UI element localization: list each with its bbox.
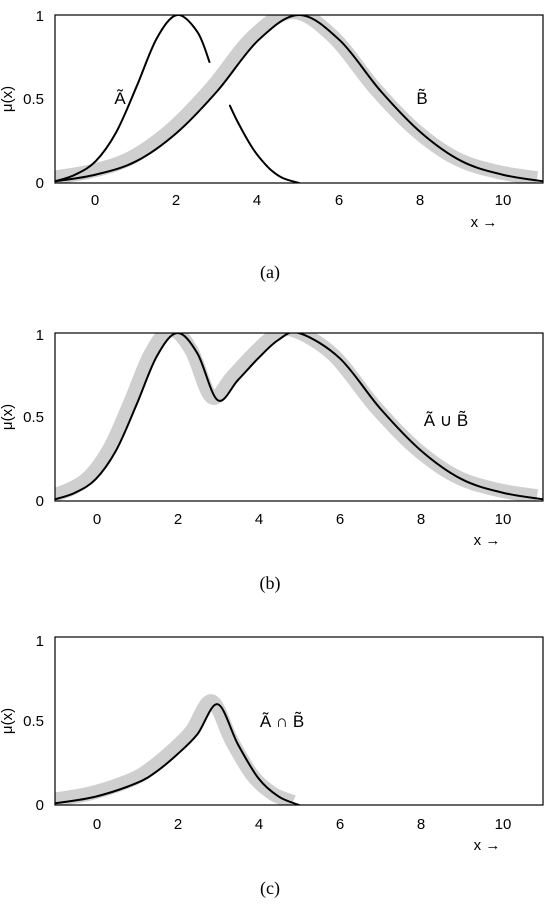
panel-a-xtick-10: 10 <box>495 192 512 209</box>
panel-c-xtick-10: 10 <box>495 816 512 833</box>
panel-b-ytick-1: 1 <box>36 327 44 344</box>
panel-b-caption: (b) <box>260 573 281 594</box>
panel-c-xtick-6: 6 <box>336 816 344 833</box>
panel-b-series-0-line <box>55 333 543 501</box>
panel-c-xtick-2: 2 <box>174 816 182 833</box>
panel-c-caption: (c) <box>260 878 280 899</box>
panel-b-xtick-8: 8 <box>417 511 425 528</box>
panel-b-shading <box>55 333 539 501</box>
panel-a-ytick-1: 1 <box>36 8 44 25</box>
panel-a-caption: (a) <box>260 262 280 283</box>
panel-a-ytick-05: 0.5 <box>23 91 44 108</box>
panel-a-series-0-line <box>55 15 211 183</box>
panel-c-ytick-0: 0 <box>36 797 44 814</box>
panel-a-xtick-8: 8 <box>416 192 424 209</box>
panel-c-xlabel: x → <box>474 837 501 854</box>
panel-c-ytick-05: 0.5 <box>23 713 44 730</box>
panel-c-ytick-1: 1 <box>36 633 44 650</box>
panel-a-xtick-2: 2 <box>172 192 180 209</box>
panel-a-curves <box>55 15 543 183</box>
panel-b-series-0-shade <box>55 333 539 501</box>
panel-a-ytick-0: 0 <box>36 175 44 192</box>
panel-c-curves <box>55 703 300 805</box>
panel-b-ytick-0: 0 <box>36 493 44 510</box>
panel-a-label-b: B̃ <box>416 88 427 108</box>
panel-c-xtick-4: 4 <box>255 816 263 833</box>
panel-b-ytick-05: 0.5 <box>23 409 44 426</box>
panel-c-shading <box>55 694 296 805</box>
panel-b-xtick-0: 0 <box>93 511 101 528</box>
panel-a-xtick-6: 6 <box>335 192 343 209</box>
panel-b-xtick-4: 4 <box>255 511 263 528</box>
panel-c-label-intersection: Ã ∩ B̃ <box>260 711 304 731</box>
panel-b-xlabel: x → <box>474 532 501 549</box>
panel-b-xtick-2: 2 <box>174 511 182 528</box>
panel-c-ylabel: μ(x) <box>0 708 16 734</box>
panel-a-label-a: Ã <box>114 89 126 108</box>
panel-c-xtick-0: 0 <box>93 816 101 833</box>
panel-a-ylabel: μ(x) <box>0 86 16 112</box>
panel-b-xtick-6: 6 <box>336 511 344 528</box>
panel-a-frame <box>54 14 544 184</box>
panel-b-xtick-10: 10 <box>495 511 512 528</box>
panel-a: μ(x) 1 0.5 0 0 2 4 6 8 10 x → Ã B̃ (a) <box>0 8 544 283</box>
panel-a-series-1-line <box>228 104 300 183</box>
panel-b: μ(x) 1 0.5 0 0 2 4 6 8 10 x → Ã ∪ B̃ (b) <box>0 327 544 594</box>
panel-a-xtick-0: 0 <box>91 192 99 209</box>
panel-b-ylabel: μ(x) <box>0 404 16 430</box>
panel-a-xlabel: x → <box>471 214 498 231</box>
panel-b-label-union: Ã ∪ B̃ <box>424 410 469 430</box>
panel-a-xtick-4: 4 <box>253 192 261 209</box>
panel-c-frame <box>54 636 544 806</box>
panel-c-xtick-8: 8 <box>417 816 425 833</box>
panel-c: μ(x) 1 0.5 0 0 2 4 6 8 10 x → Ã ∩ B̃ (c) <box>0 633 544 899</box>
panel-b-frame <box>54 332 544 502</box>
panel-c-series-0-line <box>55 703 300 805</box>
panel-c-series-0-shade <box>55 694 296 805</box>
panel-b-curves <box>55 333 543 501</box>
panel-a-series-2-line <box>55 15 543 183</box>
